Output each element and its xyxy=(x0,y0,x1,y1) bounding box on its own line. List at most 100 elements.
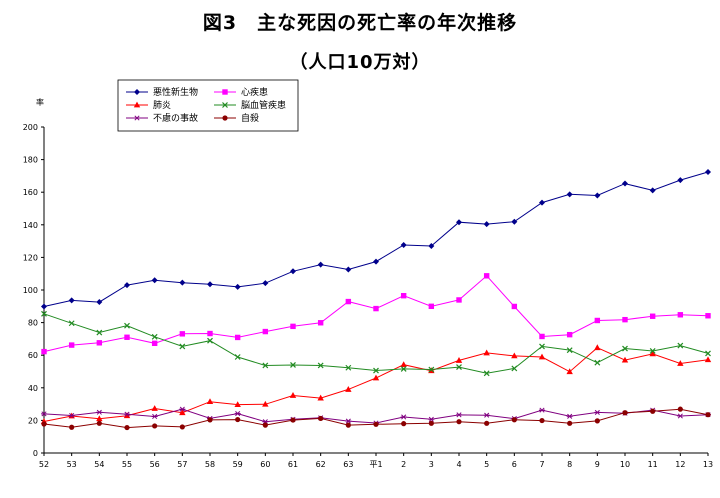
data-point-stroke xyxy=(179,343,186,350)
data-point xyxy=(96,409,103,415)
data-point xyxy=(345,298,352,305)
data-point-stroke xyxy=(96,409,102,415)
data-point-stroke xyxy=(41,310,47,317)
data-point xyxy=(705,412,711,418)
data-point xyxy=(317,320,324,326)
data-point-stroke xyxy=(594,409,600,415)
data-point xyxy=(151,333,158,340)
data-point xyxy=(566,368,573,375)
x-tick-label: 60 xyxy=(260,460,270,469)
data-point-stroke xyxy=(594,359,601,366)
data-point xyxy=(317,394,324,401)
data-point xyxy=(455,357,463,363)
x-tick-label: 10 xyxy=(620,460,630,469)
x-tick-label: 59 xyxy=(233,460,243,469)
x-tick-label: 55 xyxy=(122,460,132,469)
x-tick-label: 12 xyxy=(675,460,685,469)
data-point-stroke xyxy=(124,411,130,417)
data-point-stroke xyxy=(401,414,407,420)
data-point xyxy=(649,187,656,194)
data-point-stroke xyxy=(179,406,185,412)
data-point-stroke xyxy=(207,337,213,344)
data-point xyxy=(650,408,656,414)
series-line xyxy=(43,171,709,307)
y-tick-label: 140 xyxy=(23,221,38,230)
series-line xyxy=(43,275,709,353)
data-point-stroke xyxy=(373,367,379,374)
x-tick-label: 8 xyxy=(567,460,572,469)
legend-swatch-marker xyxy=(222,115,228,121)
data-point xyxy=(290,268,296,275)
data-point xyxy=(483,349,490,356)
data-point-stroke xyxy=(234,354,241,360)
data-point xyxy=(124,411,130,417)
data-point xyxy=(566,347,573,354)
data-point xyxy=(594,344,601,351)
y-tick-label: 60 xyxy=(28,351,38,360)
data-point xyxy=(179,343,186,350)
data-point-stroke xyxy=(152,413,158,420)
data-point xyxy=(594,418,600,424)
data-point-stroke xyxy=(622,345,628,352)
data-point xyxy=(677,312,684,318)
data-point xyxy=(96,420,102,426)
series-2 xyxy=(41,273,711,355)
data-point xyxy=(290,362,296,368)
series-1 xyxy=(41,168,711,310)
data-point xyxy=(594,409,601,415)
data-point xyxy=(622,316,628,323)
data-point xyxy=(234,411,241,417)
data-point-stroke xyxy=(345,418,351,424)
data-point xyxy=(649,313,656,319)
data-point xyxy=(317,362,324,369)
data-point-stroke xyxy=(345,364,352,371)
data-point xyxy=(207,337,213,344)
data-point-stroke xyxy=(400,365,407,372)
data-point-stroke xyxy=(69,412,75,419)
x-tick-label: 2 xyxy=(401,460,406,469)
data-point-stroke xyxy=(428,366,435,373)
data-point xyxy=(151,340,158,347)
data-point xyxy=(456,419,462,425)
data-point xyxy=(68,412,75,419)
data-point xyxy=(539,199,545,206)
data-point-stroke xyxy=(511,365,518,372)
data-point-stroke xyxy=(539,407,545,413)
data-point-stroke xyxy=(484,412,490,418)
x-tick-label: 57 xyxy=(177,460,187,469)
data-point xyxy=(290,323,296,330)
data-point xyxy=(345,266,352,273)
data-point xyxy=(539,333,545,340)
data-point-stroke xyxy=(677,342,684,349)
data-point xyxy=(456,412,462,418)
data-point xyxy=(539,343,545,350)
data-point xyxy=(151,277,158,284)
x-tick-label: 61 xyxy=(288,460,298,469)
x-tick-label: 6 xyxy=(512,460,517,469)
x-tick-label: 58 xyxy=(205,460,215,469)
legend-item: 悪性新生物 xyxy=(126,86,198,98)
data-point xyxy=(483,273,490,279)
data-point-stroke xyxy=(124,322,130,329)
data-point xyxy=(262,422,268,428)
data-point xyxy=(262,362,269,369)
data-point xyxy=(207,281,213,288)
legend-label: 自殺 xyxy=(241,112,259,124)
data-point xyxy=(96,340,103,346)
legend-swatch-marker-stroke xyxy=(134,115,140,121)
data-point xyxy=(400,414,407,420)
data-point xyxy=(289,392,297,398)
y-tick-label: 40 xyxy=(28,384,38,393)
data-point xyxy=(124,322,130,329)
data-point-stroke xyxy=(539,343,545,350)
series-layer xyxy=(40,168,712,431)
data-point xyxy=(483,221,490,228)
data-point xyxy=(345,422,351,428)
data-point xyxy=(566,331,573,338)
x-tick-label: 5 xyxy=(484,460,489,469)
data-point-stroke xyxy=(456,364,462,371)
data-point xyxy=(705,350,711,357)
data-point xyxy=(234,283,241,290)
data-point xyxy=(151,413,158,420)
x-tick-label: 52 xyxy=(39,460,49,469)
